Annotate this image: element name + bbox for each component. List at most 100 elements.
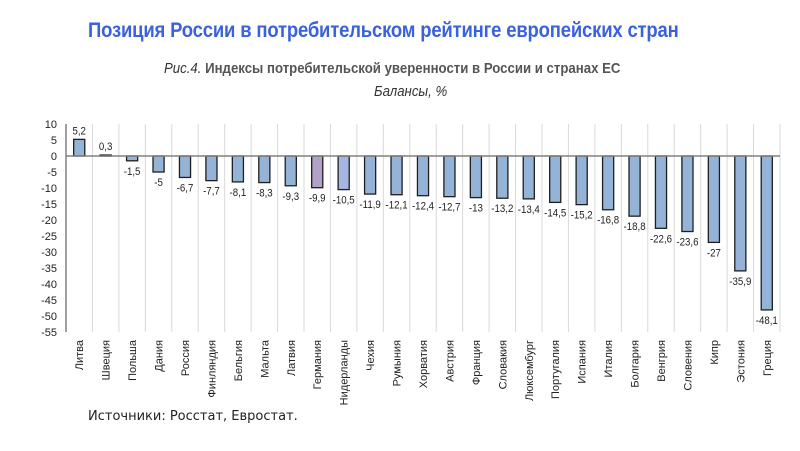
bar (311, 155, 324, 189)
bar (681, 155, 694, 233)
bar (549, 155, 562, 204)
bar (522, 155, 535, 200)
gridlines (91, 124, 781, 332)
bar (231, 155, 245, 183)
x-tick-label: Румыния (392, 340, 404, 386)
axes (65, 124, 780, 332)
x-tick-label: Болгария (630, 340, 642, 388)
y-tick-label: -5 (47, 167, 57, 179)
bar (152, 155, 165, 173)
y-tick-label: -45 (41, 295, 57, 307)
bars (73, 138, 773, 311)
value-label: -5 (154, 178, 163, 190)
x-tick-label: Польша (127, 339, 139, 381)
y-tick-label: -10 (41, 183, 57, 195)
bar (337, 155, 350, 191)
y-tick-label: -40 (41, 279, 57, 291)
value-label: -11,9 (359, 200, 381, 212)
value-label: -7,7 (203, 186, 220, 198)
figure-caption: Рис.4. Индексы потребительской увереннос… (164, 60, 620, 77)
units-text: Балансы, % (374, 83, 448, 100)
source-note: Источники: Росстат, Евростат. (88, 409, 298, 424)
value-label: -13 (469, 203, 483, 215)
x-tick-label: Бельгия (233, 340, 245, 381)
bar (73, 138, 86, 157)
x-tick-label: Дания (154, 340, 166, 372)
x-tick-label: Греция (762, 340, 774, 376)
x-tick-label: Словакия (497, 340, 509, 389)
bar (416, 155, 430, 197)
value-label: -14,5 (544, 208, 566, 220)
value-label: -16,8 (597, 215, 619, 227)
bar (575, 155, 588, 206)
value-label: -10,5 (333, 195, 355, 207)
x-tick-label: Португалия (550, 340, 562, 399)
bar (496, 155, 509, 199)
bar (363, 155, 377, 195)
figure-title: Индексы потребительской уверенности в Ро… (205, 60, 621, 77)
value-label: -6,7 (177, 183, 194, 195)
y-tick-labels: 10 5 0 -5 -10 -15 -20 -25 -30 -35 -40 -45 -50 -55 (41, 119, 57, 339)
x-tick-label: Эстония (735, 340, 747, 383)
bar (443, 155, 456, 198)
x-tick-label: Финляндия (206, 340, 218, 398)
value-label: -18,8 (624, 222, 646, 234)
value-label: -12,4 (412, 201, 434, 213)
value-labels: 5,2 0,3 -1,5 -5 -6,7 -7,7 -8,1 -8,3 -9,3 -9,9 -10,… (72, 126, 778, 327)
bar (628, 155, 641, 217)
value-label: -8,3 (256, 188, 273, 200)
x-tick-label: Кипр (709, 340, 721, 365)
value-label: -48,1 (756, 315, 778, 327)
x-tick-label: Чехия (365, 340, 377, 371)
x-tick-label: Литва (74, 339, 86, 370)
y-tick-label: -55 (41, 327, 57, 339)
x-tick-labels: Литва Швеция Польша Дания Россия Финляндия Бел… (74, 339, 774, 405)
y-tick-label: -20 (41, 215, 57, 227)
x-tick-label: Латвия (286, 340, 298, 376)
value-label: -23,6 (676, 237, 698, 249)
bar (734, 155, 747, 272)
value-label: -9,3 (282, 191, 299, 203)
figure-label: Рис.4. (164, 60, 202, 77)
y-tick-label: -50 (41, 311, 57, 323)
x-tick-label: Словения (682, 340, 694, 391)
x-tick-label: Австрия (444, 340, 456, 382)
y-tick-label: 0 (51, 151, 57, 163)
x-tick-label: Франция (471, 340, 483, 385)
value-label: -12,1 (386, 200, 408, 212)
value-label: -1,5 (124, 166, 141, 178)
headline: Позиция России в потребительском рейтинг… (88, 19, 679, 42)
x-tick-label: Россия (180, 340, 192, 376)
x-tick-label: Швеция (101, 340, 113, 380)
y-tick-label: -15 (41, 199, 57, 211)
x-tick-label: Германия (312, 340, 324, 389)
value-label: -8,1 (230, 187, 247, 199)
y-tick-label: -35 (41, 263, 57, 275)
value-label: -13,2 (491, 204, 513, 216)
bar (469, 155, 483, 199)
y-tick-label: -25 (41, 231, 57, 243)
bar (390, 155, 403, 196)
bar (178, 155, 192, 179)
x-tick-label: Италия (603, 340, 615, 378)
x-tick-label: Венгрия (656, 340, 668, 382)
bar (284, 155, 297, 187)
x-tick-label: Мальта (259, 339, 271, 378)
value-label: 0,3 (99, 142, 113, 154)
y-tick-label: -30 (41, 247, 57, 259)
value-label: -22,6 (650, 234, 672, 246)
bar (707, 155, 721, 244)
x-tick-label: Испания (577, 340, 589, 384)
y-tick-label: 10 (45, 119, 57, 131)
bar (654, 155, 668, 229)
x-tick-label: Нидерланды (339, 340, 351, 405)
bar (205, 155, 218, 182)
value-label: -35,9 (729, 276, 751, 288)
bar (601, 155, 615, 211)
x-tick-label: Люксембург (524, 340, 536, 401)
bar (760, 155, 773, 311)
units-label: Балансы, % (0, 83, 800, 100)
value-label: -9,9 (309, 193, 326, 205)
y-tick-label: 5 (51, 135, 57, 147)
